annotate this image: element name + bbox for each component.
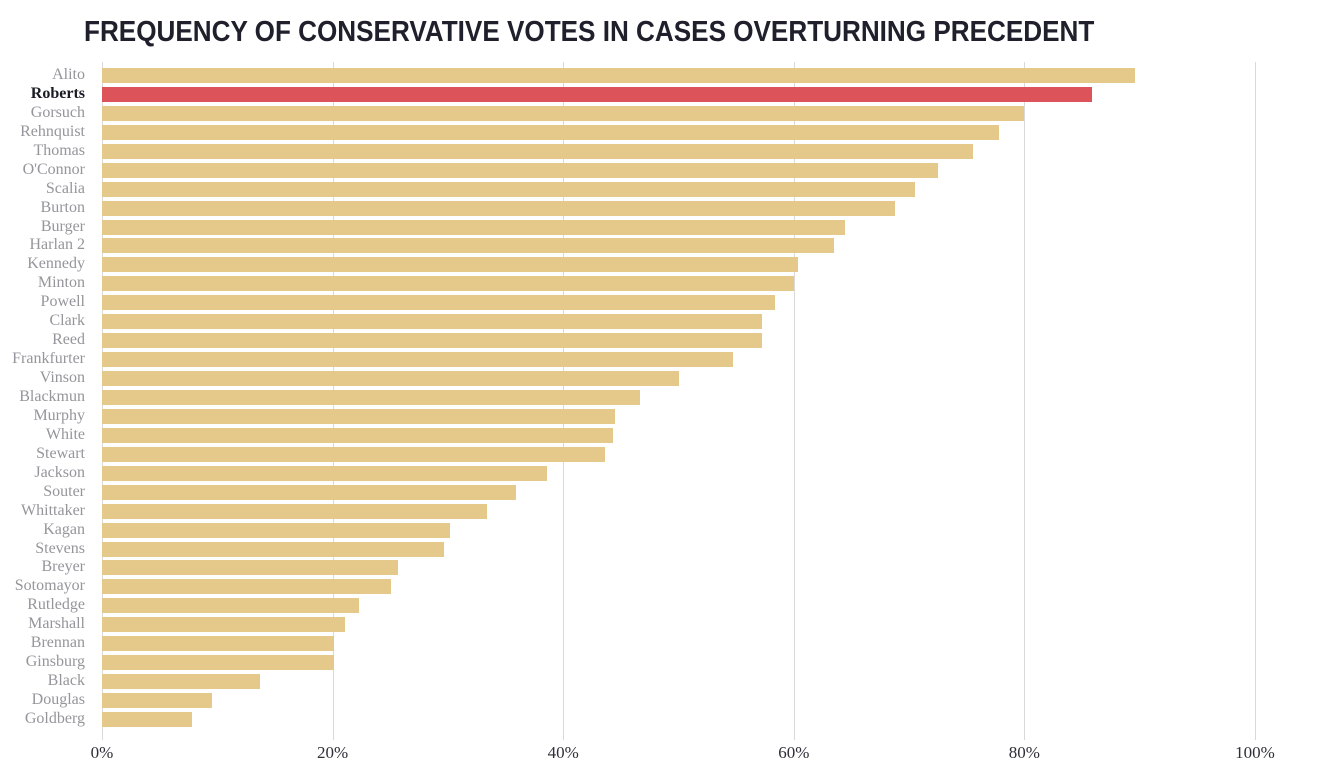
bar-black: [102, 674, 260, 690]
justice-label-breyer: Breyer: [41, 558, 85, 576]
gridline-100%: [1255, 62, 1256, 740]
bar-minton: [102, 276, 794, 292]
bar-roberts: [102, 86, 1093, 102]
bar-harlan-2: [102, 238, 835, 254]
justice-label-white: White: [45, 425, 85, 443]
justice-label-thomas: Thomas: [33, 141, 85, 159]
bar-blackmun: [102, 389, 641, 405]
bar-murphy: [102, 408, 616, 424]
justice-label-alito: Alito: [52, 66, 85, 83]
bar-clark: [102, 314, 762, 330]
justice-label-gorsuch: Gorsuch: [30, 103, 85, 121]
justice-label-jackson: Jackson: [34, 463, 85, 481]
justice-label-marshall: Marshall: [28, 615, 85, 633]
bar-brennan: [102, 636, 334, 652]
justice-label-kennedy: Kennedy: [27, 255, 85, 273]
justice-label-sotomayor: Sotomayor: [14, 577, 85, 595]
justice-label-powell: Powell: [40, 293, 85, 311]
justice-label-vinson: Vinson: [39, 369, 85, 387]
x-axis-tick-label: 0%: [90, 743, 114, 762]
bar-scalia: [102, 181, 915, 197]
bar-white: [102, 427, 613, 443]
x-axis-tick-label: 20%: [317, 743, 349, 762]
bar-whittaker: [102, 503, 488, 519]
justice-label-scalia: Scalia: [45, 179, 85, 197]
bar-o-connor: [102, 162, 938, 178]
bar-douglas: [102, 693, 212, 709]
x-axis-tick-label: 100%: [1235, 743, 1275, 762]
justice-label-roberts: Roberts: [30, 84, 85, 102]
x-axis-tick-label: 80%: [1008, 743, 1040, 762]
justice-label-rutledge: Rutledge: [27, 596, 85, 614]
bar-burton: [102, 200, 896, 216]
justice-label-rehnquist: Rehnquist: [20, 122, 85, 140]
justice-label-ginsburg: Ginsburg: [25, 653, 85, 671]
justice-label-black: Black: [47, 672, 85, 690]
bar-thomas: [102, 143, 973, 159]
bar-kagan: [102, 522, 451, 538]
x-axis-tick-label: 60%: [778, 743, 810, 762]
justice-label-murphy: Murphy: [33, 406, 85, 424]
bar-vinson: [102, 371, 679, 387]
justice-label-whittaker: Whittaker: [21, 501, 85, 519]
justice-label-harlan-2: Harlan 2: [29, 236, 85, 254]
bar-alito: [102, 68, 1136, 83]
bar-kennedy: [102, 257, 799, 273]
bar-goldberg: [102, 711, 192, 727]
bar-breyer: [102, 560, 399, 576]
gridline-60%: [793, 62, 795, 740]
justice-label-burton: Burton: [40, 198, 85, 216]
bar-souter: [102, 484, 516, 500]
bar-powell: [102, 295, 776, 311]
bar-jackson: [102, 465, 548, 481]
gridline-80%: [1024, 62, 1026, 740]
x-axis-tick-label: 40%: [547, 743, 579, 762]
justice-label-stewart: Stewart: [36, 444, 85, 462]
justice-label-burger: Burger: [40, 217, 85, 235]
chart-title: FREQUENCY OF CONSERVATIVE VOTES IN CASES…: [84, 16, 1095, 48]
bar-marshall: [102, 617, 346, 633]
plot-area: [102, 62, 1256, 740]
bar-burger: [102, 219, 845, 235]
justice-label-frankfurter: Frankfurter: [12, 350, 85, 368]
bar-sotomayor: [102, 579, 392, 595]
justice-label-clark: Clark: [49, 312, 85, 330]
justice-label-brennan: Brennan: [30, 634, 85, 652]
justice-label-minton: Minton: [37, 274, 85, 292]
bar-stevens: [102, 541, 445, 557]
justice-label-o-connor: O'Connor: [22, 160, 85, 178]
justice-label-blackmun: Blackmun: [19, 387, 85, 405]
bar-frankfurter: [102, 352, 733, 368]
bar-gorsuch: [102, 105, 1025, 121]
bar-ginsburg: [102, 655, 334, 671]
bar-reed: [102, 333, 762, 349]
justice-label-stevens: Stevens: [35, 539, 85, 557]
bar-rutledge: [102, 598, 360, 614]
justice-label-reed: Reed: [52, 331, 85, 349]
bar-stewart: [102, 446, 605, 462]
justice-label-goldberg: Goldberg: [24, 709, 85, 727]
bar-rehnquist: [102, 124, 1000, 140]
justice-label-douglas: Douglas: [31, 691, 85, 709]
justice-label-kagan: Kagan: [43, 520, 85, 538]
justice-label-souter: Souter: [43, 482, 85, 500]
